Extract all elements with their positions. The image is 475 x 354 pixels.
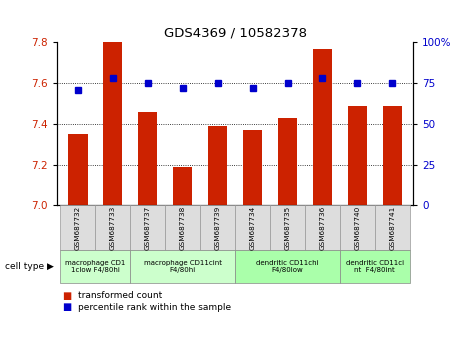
Text: GSM687738: GSM687738 — [180, 205, 186, 250]
Text: dendritic CD11chi
F4/80low: dendritic CD11chi F4/80low — [256, 260, 319, 273]
Text: transformed count: transformed count — [78, 291, 162, 300]
Title: GDS4369 / 10582378: GDS4369 / 10582378 — [163, 27, 307, 40]
Text: GSM687734: GSM687734 — [249, 205, 256, 250]
Bar — [103, 42, 123, 205]
Bar — [138, 112, 157, 205]
Text: macrophage CD11cint
F4/80hi: macrophage CD11cint F4/80hi — [144, 260, 222, 273]
Text: GSM687732: GSM687732 — [75, 205, 81, 250]
Text: dendritic CD11ci
nt  F4/80int: dendritic CD11ci nt F4/80int — [346, 260, 404, 273]
Text: GSM687741: GSM687741 — [390, 205, 395, 250]
Text: GSM687740: GSM687740 — [354, 205, 361, 250]
Text: ■: ■ — [62, 302, 71, 312]
Bar — [208, 126, 227, 205]
Bar — [383, 105, 402, 205]
Text: percentile rank within the sample: percentile rank within the sample — [78, 303, 231, 312]
Bar — [68, 134, 87, 205]
Text: GSM687735: GSM687735 — [285, 205, 291, 250]
Bar — [348, 105, 367, 205]
Text: GSM687733: GSM687733 — [110, 205, 116, 250]
Text: ■: ■ — [62, 291, 71, 301]
Bar — [243, 130, 262, 205]
Text: GSM687739: GSM687739 — [215, 205, 221, 250]
Text: GSM687737: GSM687737 — [145, 205, 151, 250]
Bar — [173, 167, 192, 205]
Bar — [313, 48, 332, 205]
Text: cell type ▶: cell type ▶ — [5, 262, 54, 271]
Text: macrophage CD1
1clow F4/80hi: macrophage CD1 1clow F4/80hi — [65, 260, 125, 273]
Bar — [278, 118, 297, 205]
Text: GSM687736: GSM687736 — [320, 205, 325, 250]
